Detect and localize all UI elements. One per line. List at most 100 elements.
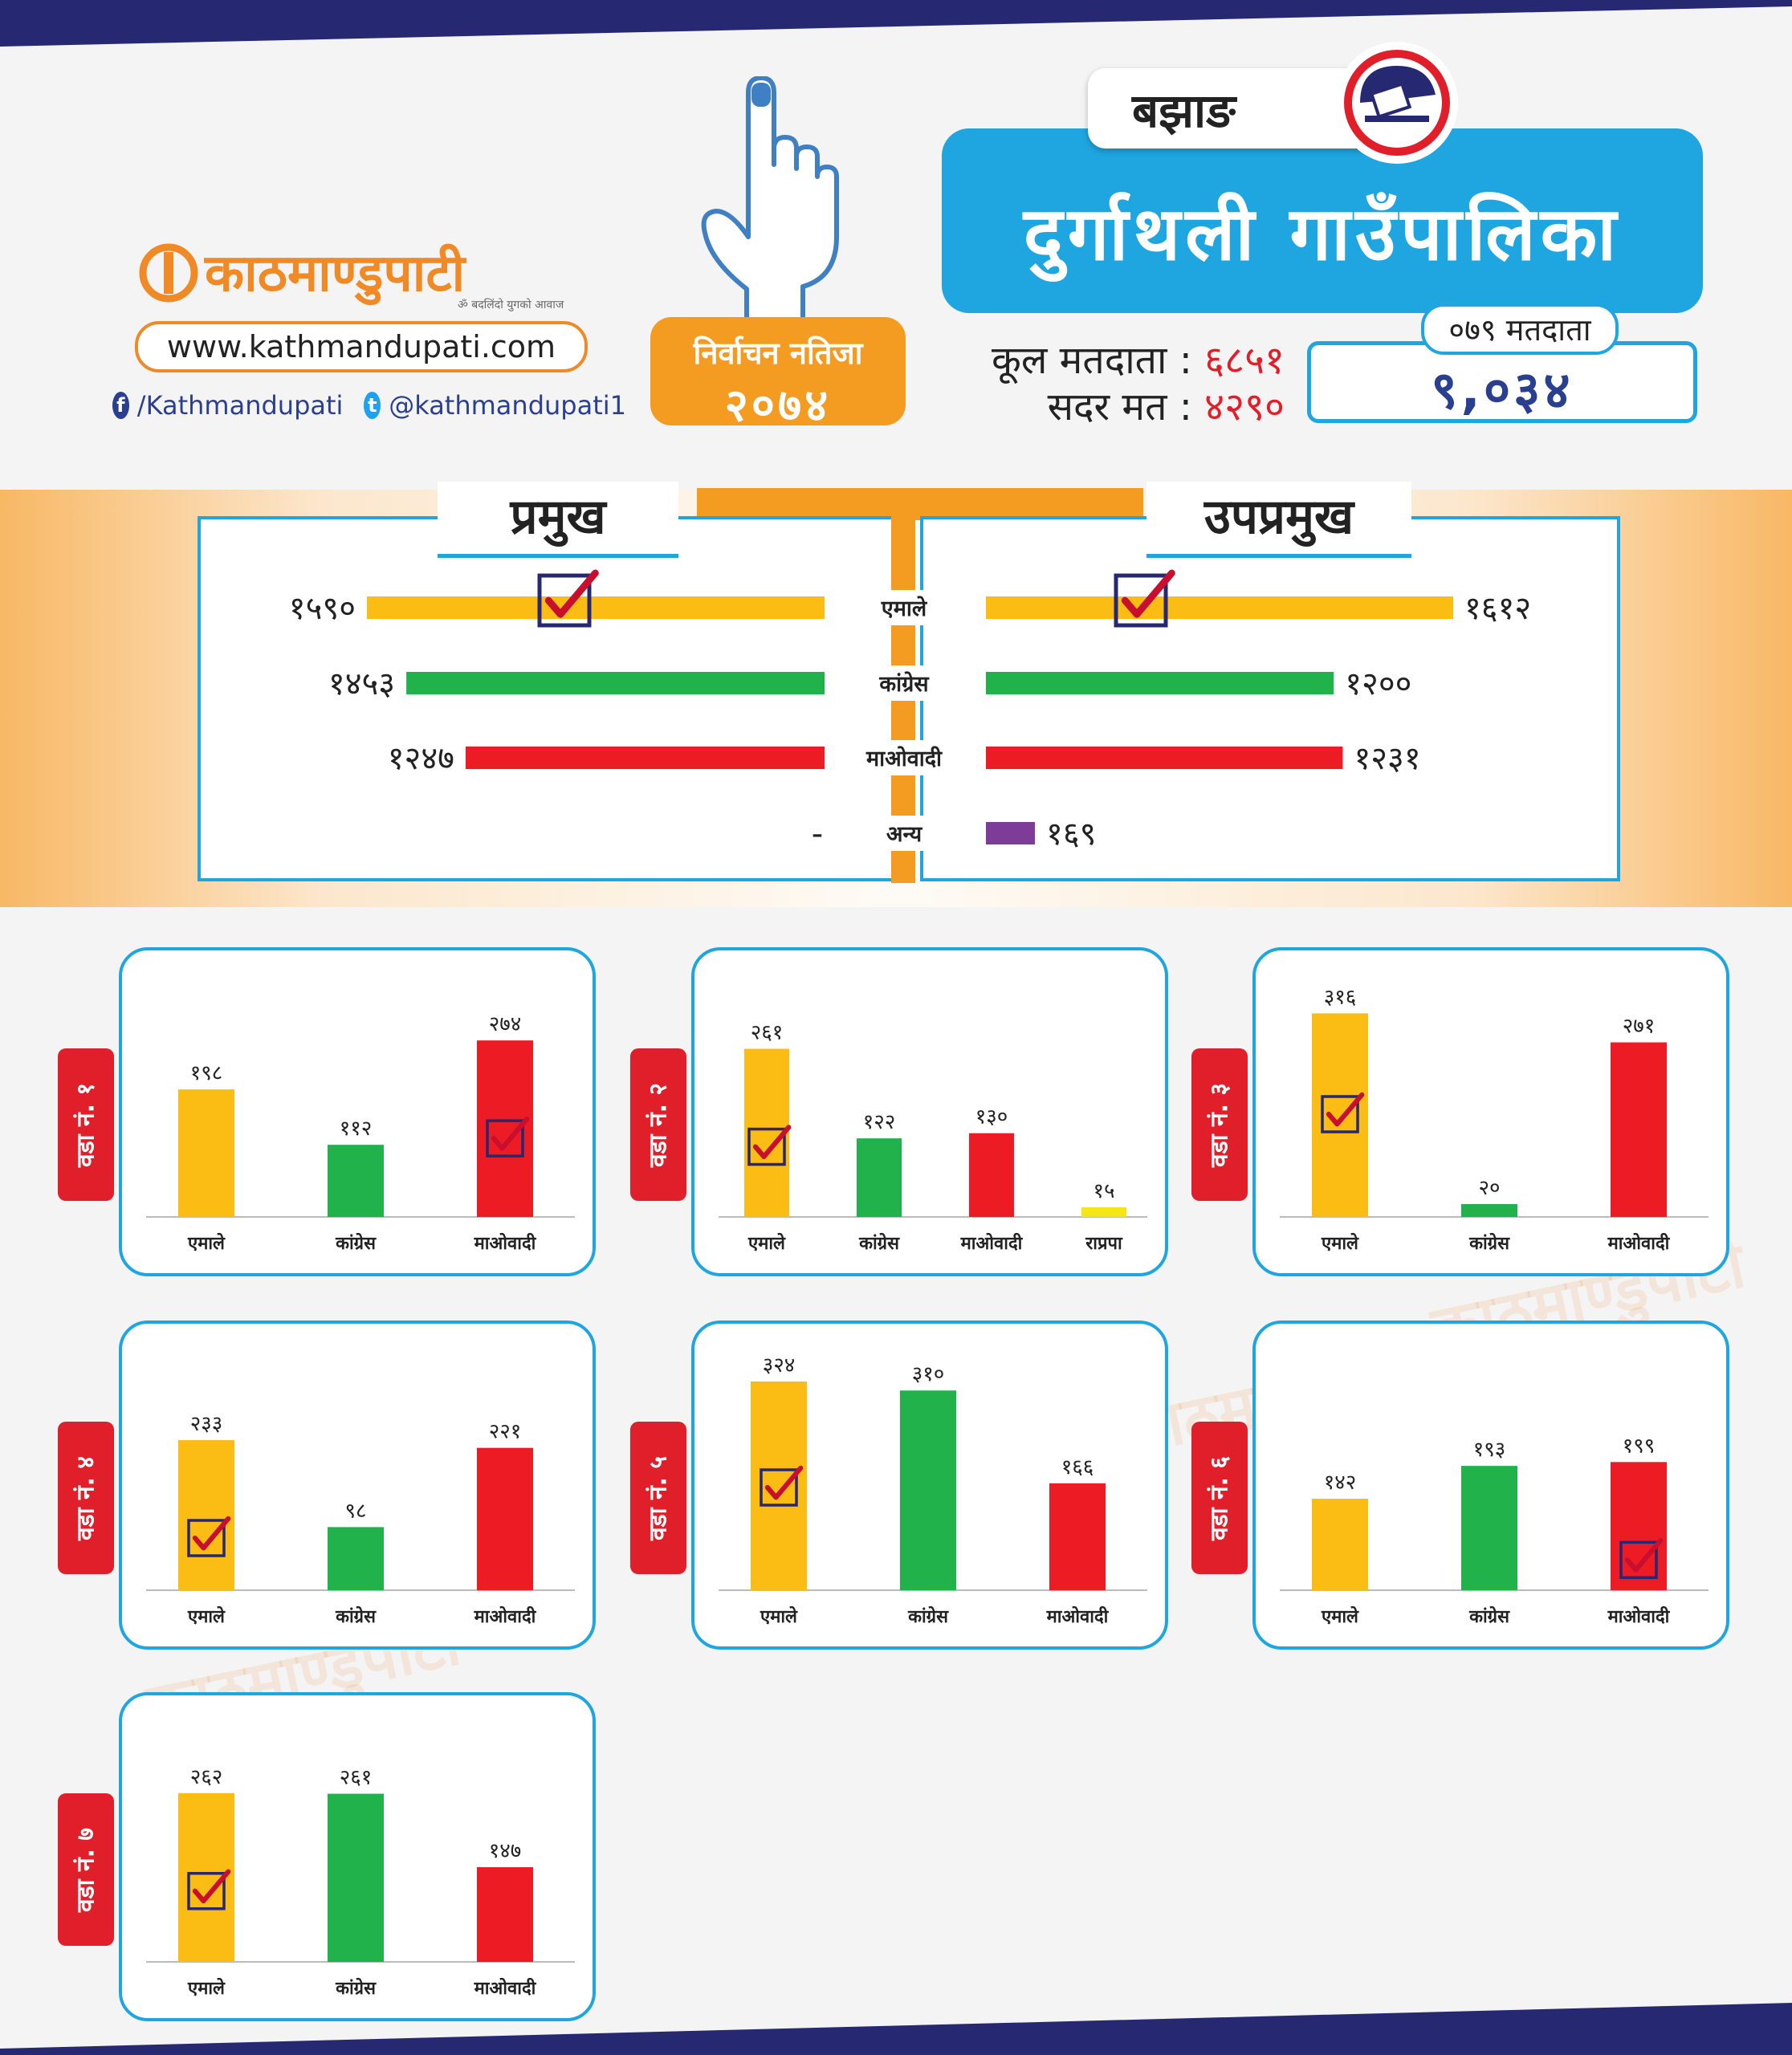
ward-category-label: माओवादी (1046, 1605, 1110, 1627)
result-badge-label: निर्वाचन नतिजा (693, 336, 863, 371)
ward-winner-check-icon (747, 1125, 792, 1166)
twitter-link[interactable]: @kathmandupati1 (389, 390, 626, 421)
ward-category-label: कांग्रेस (335, 1232, 377, 1254)
ward-value-label: १९९ (1623, 1434, 1656, 1458)
ward-category-label: एमाले (747, 1232, 786, 1254)
ward-value-label: १९८ (190, 1061, 223, 1085)
ward-value-label: २७१ (1623, 1015, 1656, 1039)
ward-category-label: माओवादी (474, 1232, 537, 1254)
ward-value-label: २६२ (190, 1765, 223, 1789)
ward-category-label: माओवादी (1607, 1605, 1671, 1627)
deputy-mayor-heading: उपप्रमुख (1146, 482, 1411, 558)
ward-bar (1461, 1466, 1517, 1590)
ward-card: ३२४ एमाले ३१० कांग्रेस १६६ माओवादी (691, 1320, 1168, 1650)
orange-connector (697, 488, 1143, 520)
valid-votes-value: ४२९० (1204, 385, 1285, 429)
twitter-icon: t (364, 392, 381, 419)
ward-winner-check-icon (187, 1869, 231, 1911)
ward-bar (328, 1527, 384, 1590)
ward-value-label: ३१६ (1324, 985, 1357, 1009)
ward-category-label: माओवादी (1607, 1232, 1671, 1254)
social-links: f /Kathmandupati t @kathmandupati1 (112, 385, 626, 425)
website-link[interactable]: www.kathmandupati.com (135, 321, 588, 372)
ward-value-label: ९८ (344, 1499, 366, 1523)
ward-winner-check-icon (187, 1516, 231, 1557)
ward-bar (857, 1138, 902, 1217)
ward-category-label: एमाले (1321, 1232, 1359, 1254)
ward-value-label: १३० (975, 1105, 1008, 1129)
ward-chart: ३२४ एमाले ३१० कांग्रेस १६६ माओवादी (719, 1353, 1147, 1627)
ward-value-label: २२१ (489, 1420, 522, 1444)
ward-number-tab: वडा नं. ३ (1191, 1048, 1248, 1201)
ward-category-label: एमाले (187, 1977, 226, 1999)
facebook-link[interactable]: /Kathmandupati (136, 390, 344, 421)
election-result-badge: निर्वाचन नतिजा २०७४ (650, 317, 906, 432)
ward-bar (477, 1447, 533, 1590)
deputy-mayor-panel (920, 516, 1620, 881)
ward-value-label: १४७ (489, 1839, 522, 1863)
ward-card: १४२ एमाले १९३ कांग्रेस १९९ माओवादी (1252, 1320, 1729, 1650)
ward-number-tab: वडा नं. १ (58, 1048, 114, 1201)
ward-chart: १४२ एमाले १९३ कांग्रेस १९९ माओवादी (1280, 1434, 1709, 1627)
brand-name: काठमाण्डुपाटी (205, 244, 466, 303)
ward-bar (477, 1867, 533, 1962)
ward-value-label: १४२ (1324, 1471, 1357, 1495)
total-voters-value: ६८५१ (1204, 338, 1285, 383)
ward-bar (1312, 1013, 1368, 1217)
ward-category-label: एमाले (187, 1232, 226, 1254)
ward-card: २३३ एमाले ९८ कांग्रेस २२१ माओवादी (119, 1320, 596, 1650)
ward-category-label: कांग्रेस (858, 1232, 900, 1254)
ward-bar (477, 1040, 533, 1217)
top-decor-strip (0, 0, 1792, 47)
ward-card: १९८ एमाले ११२ कांग्रेस २७४ माओवादी (119, 947, 596, 1276)
ward-category-label: एमाले (1321, 1605, 1359, 1627)
ward-number-tab: वडा नं. ६ (1191, 1422, 1248, 1574)
ward-chart: १९८ एमाले ११२ कांग्रेस २७४ माओवादी (146, 1012, 575, 1254)
ward-category-label: कांग्रेस (907, 1605, 949, 1627)
ward-winner-check-icon (760, 1465, 804, 1507)
ward-value-label: ३२४ (763, 1353, 796, 1377)
ward-bar (1611, 1462, 1667, 1590)
ward-winner-check-icon (486, 1116, 530, 1158)
ward-value-label: ११२ (340, 1117, 373, 1141)
bottom-decor-strip (0, 2003, 1792, 2055)
voters-079-value: ९,०३४ (1431, 361, 1574, 421)
ward-value-label: २६१ (340, 1766, 373, 1790)
voting-finger-icon (701, 76, 839, 333)
ward-category-label: माओवादी (474, 1605, 537, 1627)
ward-chart: ३१६ एमाले २० कांग्रेस २७१ माओवादी (1280, 985, 1709, 1254)
ward-number-tab: वडा नं. ५ (630, 1422, 686, 1574)
result-badge-year: २०७४ (724, 380, 832, 432)
ward-bar (328, 1145, 384, 1217)
ward-bar (328, 1793, 384, 1962)
ward-value-label: २७४ (489, 1012, 522, 1036)
ward-value-label: २६१ (751, 1021, 784, 1045)
ward-card: २६२ एमाले २६१ कांग्रेस १४७ माओवादी (119, 1692, 596, 2021)
ballot-box-icon (1336, 42, 1458, 164)
ward-value-label: १६६ (1061, 1455, 1094, 1479)
ward-number-tab: वडा नं. ४ (58, 1422, 114, 1574)
valid-votes-label: सदर मत : (1047, 385, 1192, 429)
ward-winner-check-icon (1321, 1092, 1365, 1133)
ward-value-label: २३३ (190, 1412, 223, 1436)
ward-card: २६१ एमाले १२२ कांग्रेस १३० माओवादी १५ राप्रपा (691, 947, 1168, 1276)
ward-chart: २६२ एमाले २६१ कांग्रेस १४७ माओवादी (146, 1765, 575, 1999)
ward-category-label: कांग्रेस (335, 1605, 377, 1627)
ward-winner-check-icon (1619, 1538, 1664, 1580)
ward-value-label: ३१० (912, 1362, 945, 1386)
ward-value-label: १२२ (863, 1110, 896, 1134)
ward-bar (751, 1382, 807, 1590)
ward-number-tab: वडा नं. २ (630, 1048, 686, 1201)
ward-category-label: माओवादी (474, 1977, 537, 1999)
ward-category-label: कांग्रेस (1468, 1232, 1510, 1254)
ward-category-label: माओवादी (960, 1232, 1024, 1254)
district-label: बझाङ (1088, 68, 1385, 149)
ward-number-tab: वडा नं. ७ (58, 1793, 114, 1946)
ward-card: ३१६ एमाले २० कांग्रेस २७१ माओवादी (1252, 947, 1729, 1276)
ward-value-label: १९३ (1473, 1438, 1506, 1462)
voters-079-label: ०७९ मतदाता (1421, 303, 1619, 355)
ward-bar (1611, 1042, 1667, 1217)
ward-category-label: कांग्रेस (1468, 1605, 1510, 1627)
ward-bar (969, 1133, 1014, 1217)
